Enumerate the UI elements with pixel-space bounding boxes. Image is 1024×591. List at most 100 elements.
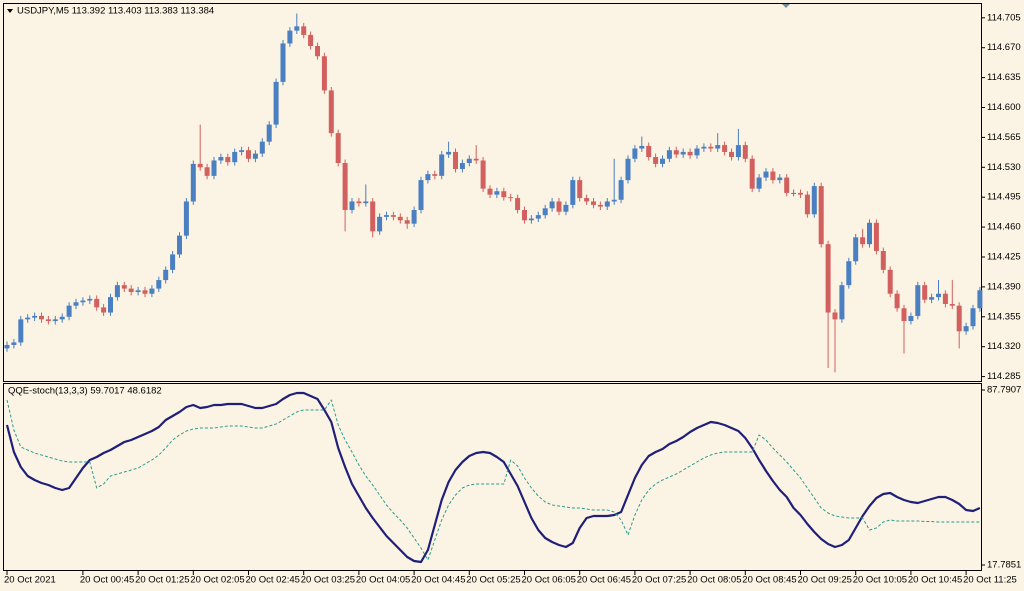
candle-body: [853, 237, 859, 262]
candle-body: [356, 201, 362, 204]
candle-body: [646, 145, 652, 158]
candle-body: [163, 269, 169, 281]
candle-body: [446, 151, 452, 155]
candle-body: [584, 198, 590, 202]
y-tick-label: 114.320: [987, 341, 1021, 352]
x-tick-label: 20 Oct 11:25: [963, 575, 1017, 586]
y-tick-label: 114.460: [987, 222, 1021, 233]
candle-body: [756, 177, 762, 189]
indicator-title: QQE-stoch(13,3,3) 59.7017 48.6182: [8, 386, 162, 397]
candle-body: [970, 308, 976, 327]
candle-body: [908, 315, 914, 322]
signal-line: [6, 399, 980, 561]
candle-body: [777, 177, 783, 181]
candle-body: [873, 222, 879, 252]
candle-body: [25, 317, 31, 320]
candle-body: [425, 174, 431, 181]
candle-body: [680, 151, 686, 155]
x-tick-label: 20 Oct 06:45: [577, 575, 631, 586]
candle-body: [294, 26, 300, 31]
candle-body: [535, 215, 541, 219]
x-tick-label: 20 Oct 07:25: [632, 575, 686, 586]
candle-body: [880, 251, 886, 270]
candle-body: [432, 174, 438, 176]
candle-body: [246, 150, 251, 159]
candle-body: [556, 201, 562, 212]
candle-body: [825, 244, 831, 313]
candle-body: [363, 201, 369, 204]
candle-body: [653, 157, 659, 164]
candle-body: [142, 290, 148, 294]
y-tick-label: 114.355: [987, 311, 1021, 322]
x-tick-label: 20 Oct 2021: [4, 575, 56, 586]
y-tick-label: 114.565: [987, 132, 1021, 143]
candle-body: [121, 285, 127, 289]
candle-body: [390, 215, 396, 217]
candle-body: [404, 220, 410, 224]
candle-body: [128, 288, 134, 293]
x-tick-label: 20 Oct 03:25: [301, 575, 355, 586]
candle-body: [791, 192, 797, 194]
candle-body: [818, 186, 824, 245]
candle-body: [570, 180, 576, 205]
candle-body: [266, 124, 272, 142]
candle-body: [694, 148, 700, 156]
shift-marker: [782, 4, 790, 8]
candle-body: [894, 293, 900, 309]
candle-body: [591, 201, 596, 205]
candle-body: [860, 237, 866, 245]
candle-body: [949, 303, 955, 306]
candle-body: [784, 177, 790, 193]
candle-body: [687, 151, 693, 156]
candle-body: [239, 150, 245, 152]
oscillator-panel-frame: [3, 383, 982, 571]
candle-body: [87, 298, 93, 301]
candle-body: [742, 145, 748, 159]
candle-body: [618, 180, 624, 200]
candle-body: [963, 326, 969, 332]
candle-body: [701, 146, 707, 149]
candle-body: [11, 342, 17, 345]
symbol-menu-arrow[interactable]: [7, 9, 13, 13]
candle-body: [811, 186, 817, 215]
candle-body: [52, 319, 58, 322]
y-tick-label: 114.705: [987, 12, 1021, 23]
candle-body: [18, 319, 24, 343]
candle-body: [735, 145, 741, 158]
x-tick-label: 20 Oct 04:45: [411, 575, 465, 586]
candle-body: [611, 199, 617, 202]
candle-body: [335, 133, 341, 164]
candle-body: [770, 171, 776, 181]
candle-body: [45, 319, 51, 322]
x-tick-label: 20 Oct 09:25: [798, 575, 852, 586]
candle-body: [273, 81, 279, 125]
candle-body: [4, 344, 10, 349]
candle-body: [39, 315, 44, 320]
candle-body: [480, 160, 486, 189]
candle-body: [466, 158, 472, 164]
candle-body: [625, 158, 631, 181]
candle-body: [515, 198, 521, 211]
candle-body: [73, 302, 79, 306]
candle-body: [749, 158, 755, 189]
candle-body: [563, 204, 569, 212]
candle-body: [632, 148, 638, 159]
candle-body: [101, 307, 107, 313]
candle-body: [170, 254, 176, 270]
candle-body: [211, 160, 217, 176]
candle-body: [328, 90, 334, 134]
candle-body: [508, 197, 514, 199]
candle-body: [439, 154, 445, 176]
candle-body: [604, 201, 610, 207]
candle-body: [349, 201, 355, 211]
y-tick-label: 114.600: [987, 102, 1021, 113]
x-tick-label: 20 Oct 08:05: [687, 575, 741, 586]
candle-body: [666, 150, 672, 159]
candle-body: [549, 201, 555, 209]
candle-body: [66, 305, 72, 317]
y-tick-label: 114.495: [987, 192, 1021, 203]
main-line: [5, 391, 981, 564]
candle-body: [280, 43, 286, 82]
x-tick-label: 20 Oct 08:45: [742, 575, 796, 586]
